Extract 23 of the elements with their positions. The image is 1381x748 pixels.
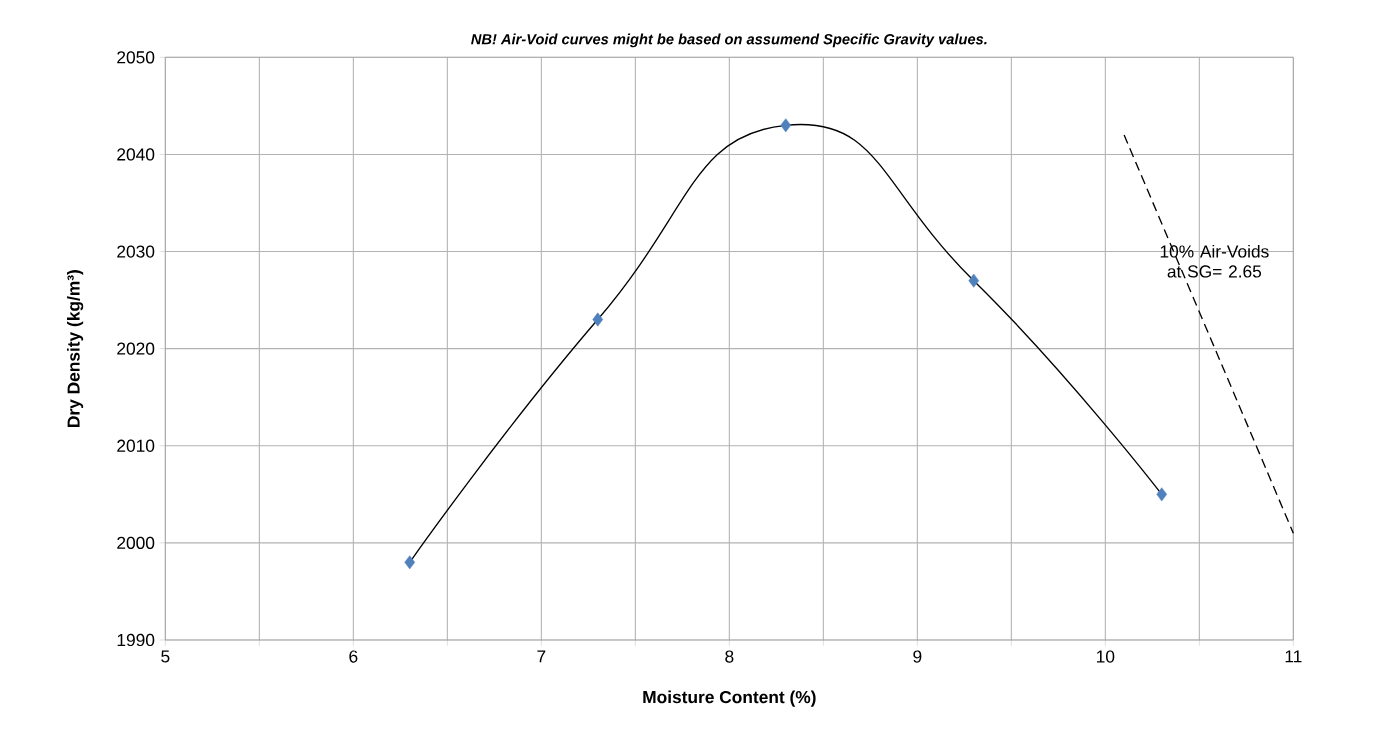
x-tick-label: 8 [725,650,734,663]
y-tick-label: 2030 [117,245,155,258]
x-tick-label: 10 [1097,650,1115,663]
x-tick-label: 6 [349,650,358,663]
y-tick-label: 2000 [117,536,155,550]
x-tick-label: 7 [537,650,546,663]
x-tick-label: 9 [913,650,922,663]
y-tick-label: 2020 [117,342,155,355]
y-tick-label: 2050 [117,51,155,64]
y-axis-title: Dry Density (kg/m³) [66,270,84,427]
point [780,118,791,133]
point [1156,487,1167,502]
chart-title: NB! Air-Void curves might be based on assumend Specific Gravity values. [471,33,987,48]
annotation: 10% Air-Voids at SG= 2.65 [1160,244,1269,278]
x-tick-label: 5 [161,650,170,663]
point [592,312,604,327]
point [968,273,980,288]
y-tick-label: 1990 [117,633,155,647]
y-tick-label: 2010 [117,439,155,452]
y-tick-label: 2040 [117,148,155,161]
x-tick-label: 11 [1285,650,1302,663]
x-axis-title: Moisture Content (%) [643,690,816,707]
point [404,555,416,570]
